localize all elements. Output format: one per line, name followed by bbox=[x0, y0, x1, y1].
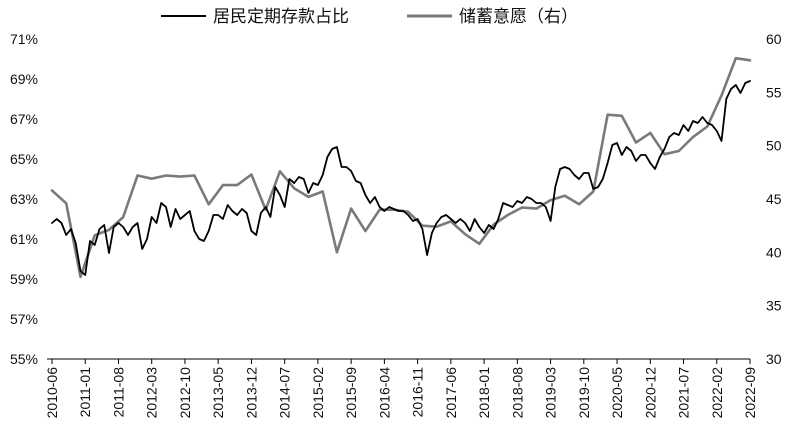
x-tick-label: 2022-09 bbox=[742, 367, 758, 419]
y-axis-right: 30 35 40 45 50 55 60 bbox=[766, 31, 782, 367]
x-tick-label: 2013-05 bbox=[210, 367, 226, 419]
y-left-tick-label: 63% bbox=[10, 191, 38, 207]
y-right-tick-label: 55 bbox=[766, 84, 782, 100]
x-tick-label: 2014-07 bbox=[277, 367, 293, 419]
y-left-tick-label: 61% bbox=[10, 231, 38, 247]
x-tick-label: 2012-10 bbox=[177, 367, 193, 419]
series-line-savings-willingness bbox=[50, 56, 752, 279]
y-right-tick-label: 30 bbox=[766, 351, 782, 367]
x-tick-label: 2022-02 bbox=[709, 367, 725, 419]
x-tick-label: 2011-08 bbox=[110, 367, 126, 418]
x-tick-label: 2015-02 bbox=[310, 367, 326, 419]
y-right-tick-label: 45 bbox=[766, 191, 782, 207]
y-axis-left: 55% 57% 59% 61% 63% 65% 67% 69% 71% bbox=[10, 31, 38, 367]
y-left-tick-label: 65% bbox=[10, 151, 38, 167]
y-left-tick-label: 59% bbox=[10, 271, 38, 287]
x-tick-label: 2020-12 bbox=[642, 367, 658, 419]
x-tick-label: 2018-01 bbox=[476, 367, 492, 419]
x-tick-label: 2015-09 bbox=[343, 367, 359, 419]
y-left-tick-label: 55% bbox=[10, 351, 38, 367]
y-right-tick-label: 50 bbox=[766, 138, 782, 154]
y-left-tick-label: 69% bbox=[10, 71, 38, 87]
x-tick-label: 2017-06 bbox=[443, 367, 459, 419]
y-left-tick-label: 57% bbox=[10, 311, 38, 327]
x-tick-label: 2016-11 bbox=[410, 367, 426, 418]
x-tick-label: 2013-12 bbox=[243, 367, 259, 419]
x-tick-label: 2019-03 bbox=[543, 367, 559, 419]
x-tick-label: 2020-05 bbox=[609, 367, 625, 419]
x-tick-label: 2016-04 bbox=[376, 367, 392, 419]
x-tick-label: 2010-06 bbox=[44, 367, 60, 419]
x-tick-label: 2012-03 bbox=[144, 367, 160, 419]
x-tick-label: 2011-01 bbox=[77, 367, 93, 418]
plot-area bbox=[50, 56, 752, 279]
x-tick-label: 2021-07 bbox=[676, 367, 692, 419]
series-line-deposit-share bbox=[51, 80, 751, 276]
x-axis: 2010-06 2011-01 2011-08 2012-03 2012-10 2013-… bbox=[44, 359, 758, 418]
y-right-tick-label: 60 bbox=[766, 31, 782, 47]
legend-label-series-1: 居民定期存款占比 bbox=[213, 7, 349, 27]
x-tick-label: 2019-10 bbox=[576, 367, 592, 419]
y-left-tick-label: 67% bbox=[10, 111, 38, 127]
legend: 居民定期存款占比 储蓄意愿（右） bbox=[161, 7, 578, 27]
legend-label-series-2: 储蓄意愿（右） bbox=[459, 7, 578, 27]
x-tick-label: 2018-08 bbox=[509, 367, 525, 419]
y-left-tick-label: 71% bbox=[10, 31, 38, 47]
y-right-tick-label: 35 bbox=[766, 298, 782, 314]
y-right-tick-label: 40 bbox=[766, 244, 782, 260]
